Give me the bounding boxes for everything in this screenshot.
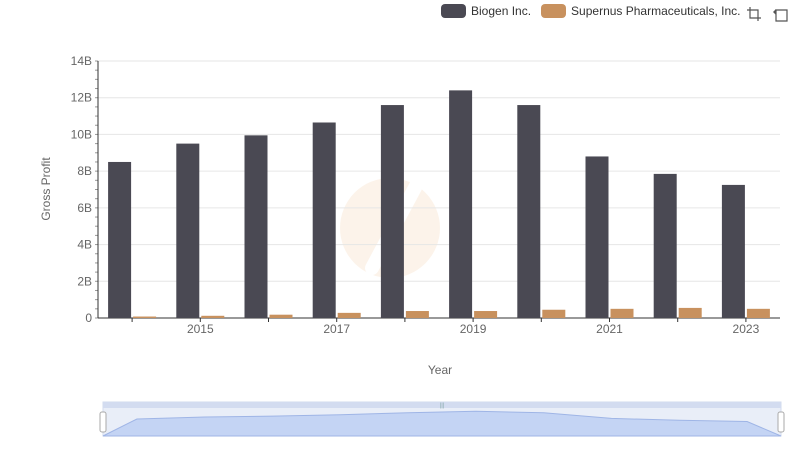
y-tick-label: 8B bbox=[77, 164, 92, 178]
y-tick-label: 4B bbox=[77, 238, 92, 252]
bar-biogen-2018[interactable] bbox=[380, 105, 404, 318]
y-tick-label: 10B bbox=[71, 127, 92, 141]
restore-icon[interactable] bbox=[772, 6, 788, 22]
x-tick-label: 2023 bbox=[733, 322, 760, 336]
x-axis-label: Year bbox=[428, 363, 452, 377]
data-zoom-handle-left[interactable] bbox=[99, 411, 107, 433]
bar-supernus-2019[interactable] bbox=[474, 311, 498, 318]
y-tick-label: 12B bbox=[71, 91, 92, 105]
y-tick-label: 14B bbox=[71, 54, 92, 68]
bar-supernus-2015[interactable] bbox=[201, 315, 225, 318]
bar-biogen-2021[interactable] bbox=[585, 156, 609, 318]
legend-item-biogen[interactable]: Biogen Inc. bbox=[441, 4, 531, 18]
data-zoom-preview bbox=[102, 410, 782, 437]
data-zoom-bar[interactable] bbox=[103, 402, 781, 408]
zoom-icon[interactable] bbox=[746, 6, 762, 22]
legend-label-supernus: Supernus Pharmaceuticals, Inc. bbox=[571, 4, 741, 18]
bar-biogen-2015[interactable] bbox=[176, 143, 200, 318]
data-zoom-slider[interactable]: ||| bbox=[99, 401, 785, 437]
legend-swatch-supernus bbox=[541, 4, 567, 18]
chart-legend: Biogen Inc. Supernus Pharmaceuticals, In… bbox=[441, 4, 740, 18]
bar-biogen-2017[interactable] bbox=[312, 122, 336, 318]
x-tick-label: 2015 bbox=[187, 322, 214, 336]
data-zoom-handle-right[interactable] bbox=[777, 411, 785, 433]
bar-biogen-2016[interactable] bbox=[244, 135, 268, 318]
bar-supernus-2017[interactable] bbox=[337, 312, 361, 318]
legend-label-biogen: Biogen Inc. bbox=[471, 4, 532, 18]
legend-swatch-biogen bbox=[441, 4, 466, 18]
x-tick-label: 2019 bbox=[460, 322, 487, 336]
bar-biogen-2019[interactable] bbox=[449, 90, 473, 318]
bar-biogen-2020[interactable] bbox=[517, 105, 541, 318]
bar-supernus-2018[interactable] bbox=[405, 311, 429, 318]
bar-biogen-2014[interactable] bbox=[108, 161, 132, 318]
legend-item-supernus[interactable]: Supernus Pharmaceuticals, Inc. bbox=[541, 4, 740, 18]
y-tick-label: 2B bbox=[77, 274, 92, 288]
bar-supernus-2014[interactable] bbox=[133, 316, 157, 318]
bar-supernus-2023[interactable] bbox=[746, 308, 770, 318]
x-tick-label: 2017 bbox=[323, 322, 350, 336]
bar-biogen-2023[interactable] bbox=[721, 184, 745, 318]
chart-toolbox bbox=[746, 6, 788, 22]
bar-biogen-2022[interactable] bbox=[653, 173, 677, 318]
bar-supernus-2021[interactable] bbox=[610, 308, 634, 318]
bar-supernus-2016[interactable] bbox=[269, 314, 293, 318]
y-axis-label: Gross Profit bbox=[39, 157, 53, 221]
y-tick-label: 0 bbox=[85, 311, 92, 325]
bar-supernus-2022[interactable] bbox=[678, 307, 702, 318]
y-tick-label: 6B bbox=[77, 201, 92, 215]
bar-supernus-2020[interactable] bbox=[542, 309, 566, 318]
x-tick-label: 2021 bbox=[596, 322, 623, 336]
data-zoom-grip-icon[interactable]: ||| bbox=[440, 403, 445, 409]
